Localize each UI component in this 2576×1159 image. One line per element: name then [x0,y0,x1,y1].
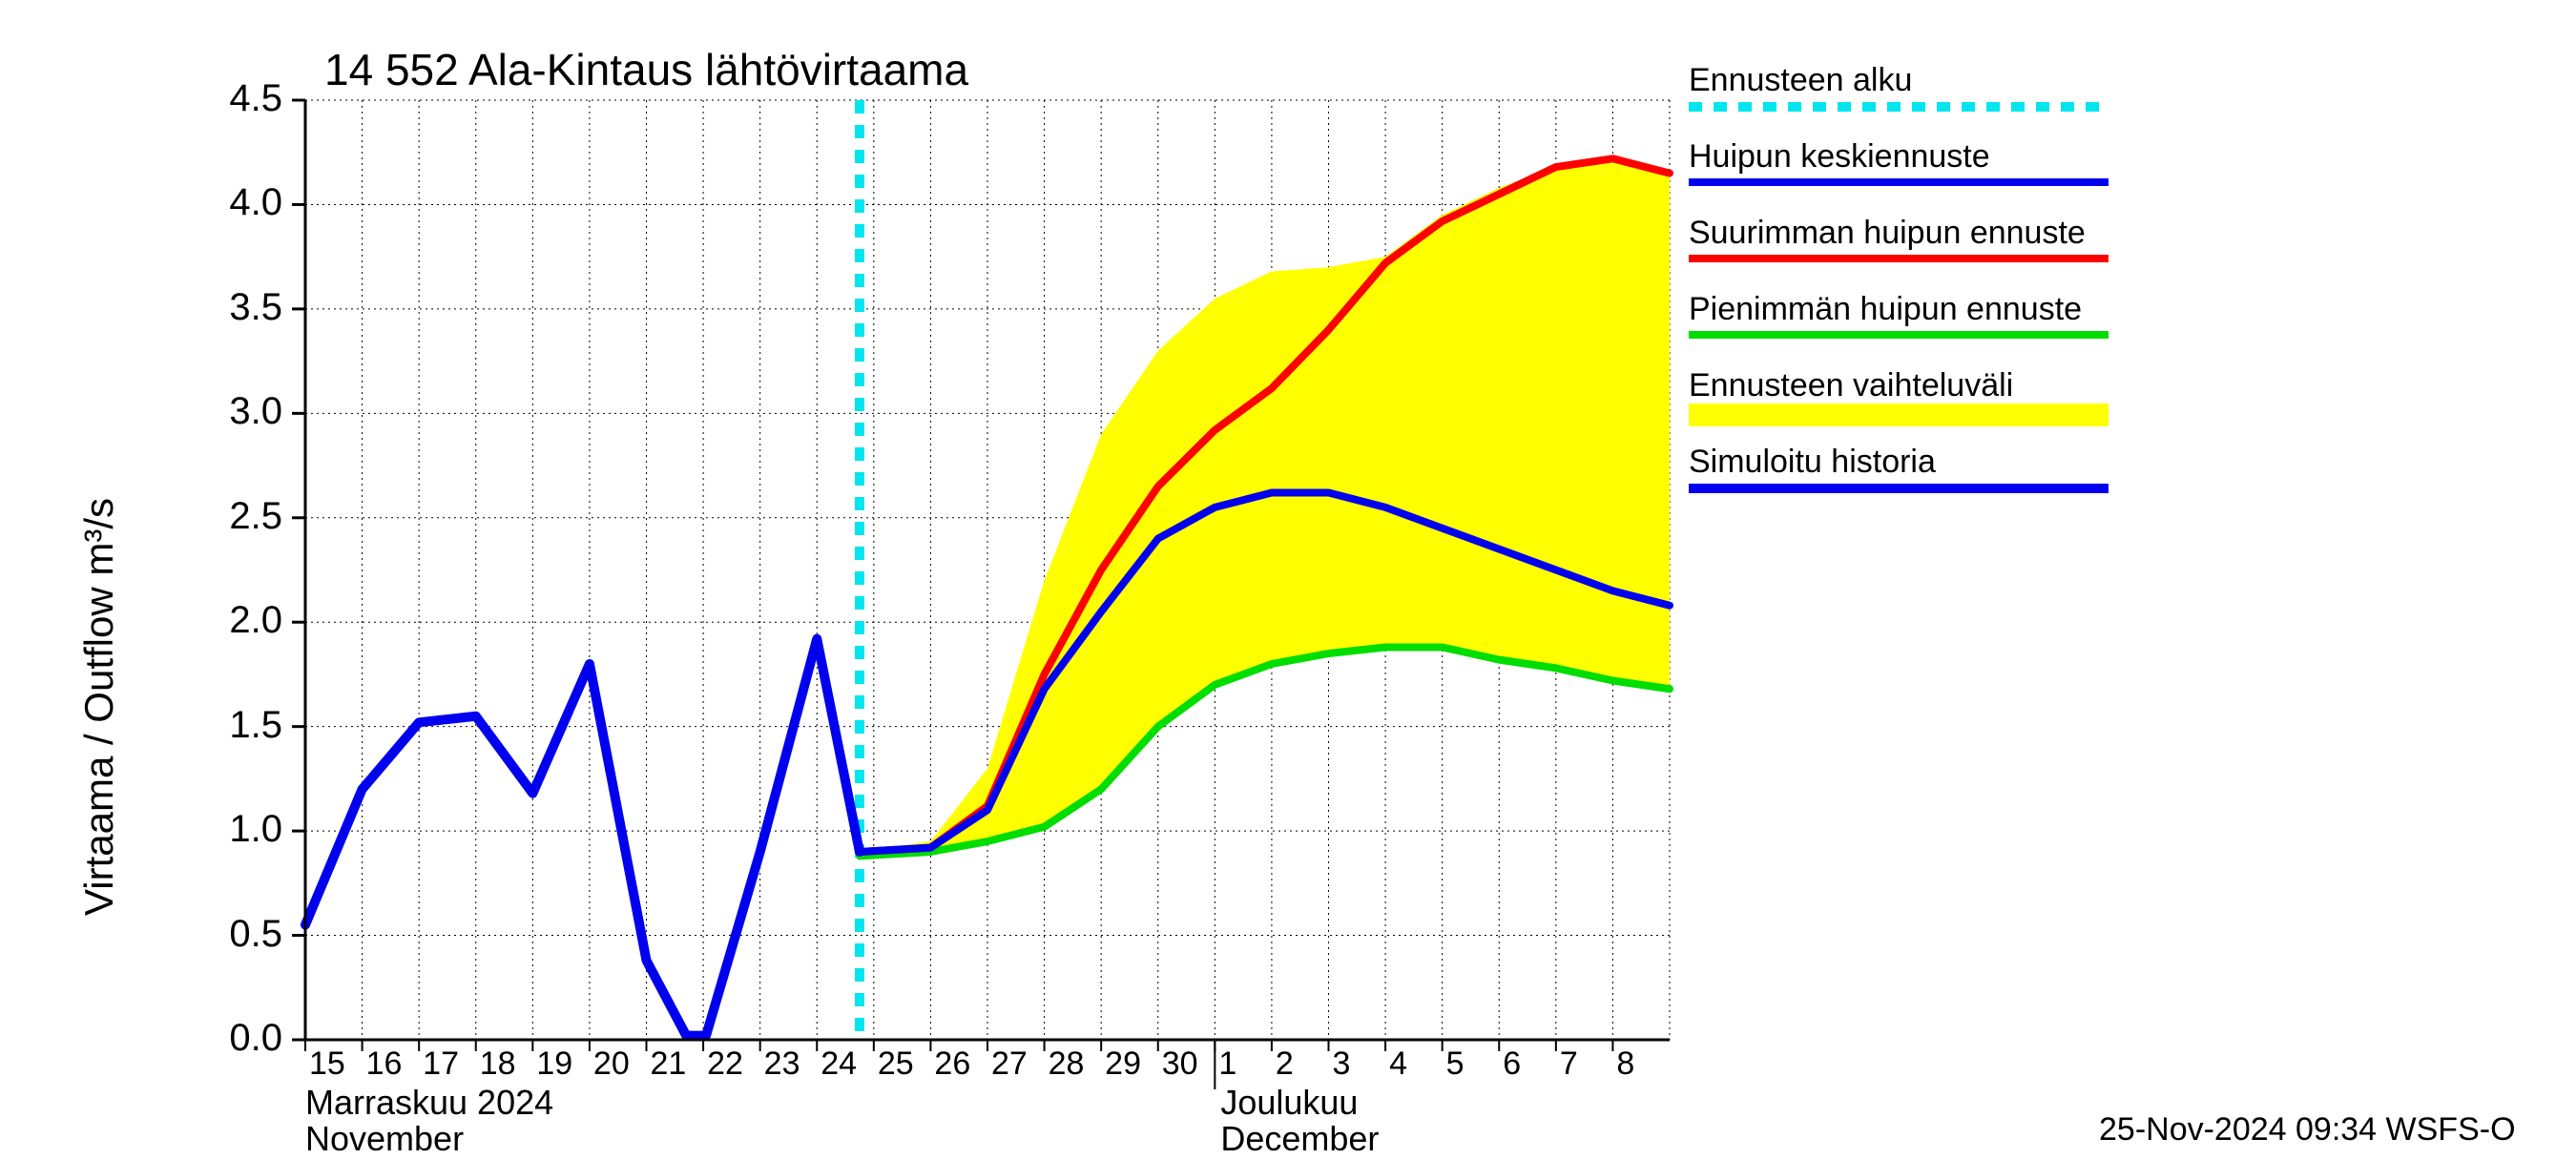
y-tick: 1.0 [229,808,282,851]
legend-swatch [1689,484,2109,493]
legend-label: Simuloitu historia [1689,444,1936,481]
x-tick: 27 [991,1045,1028,1083]
x-tick: 30 [1162,1045,1198,1083]
legend-label: Ennusteen vaihteluväli [1689,367,2013,404]
legend-swatch [1689,102,2109,112]
y-tick: 4.5 [229,77,282,120]
x-tick: 2 [1276,1045,1294,1083]
y-tick: 0.0 [229,1017,282,1060]
x-tick: 17 [423,1045,459,1083]
x-tick: 5 [1446,1045,1465,1083]
x-tick: 15 [309,1045,345,1083]
legend-label: Ennusteen alku [1689,62,1912,99]
month-label-nov-1: Marraskuu 2024 [305,1083,553,1123]
y-tick: 3.0 [229,390,282,433]
y-tick: 2.5 [229,495,282,538]
legend-swatch [1689,331,2109,339]
x-tick: 22 [707,1045,743,1083]
x-tick: 18 [480,1045,516,1083]
x-tick: 3 [1333,1045,1351,1083]
x-tick: 23 [764,1045,800,1083]
x-tick: 29 [1105,1045,1141,1083]
x-tick: 16 [366,1045,403,1083]
x-tick: 28 [1049,1045,1085,1083]
x-tick: 1 [1218,1045,1236,1083]
month-label-dec-1: Joulukuu [1220,1083,1358,1123]
x-tick: 19 [536,1045,572,1083]
x-tick: 20 [593,1045,630,1083]
y-tick: 4.0 [229,181,282,224]
x-tick: 6 [1503,1045,1521,1083]
month-label-dec-2: December [1220,1119,1379,1159]
x-tick: 8 [1616,1045,1634,1083]
x-tick: 21 [651,1045,687,1083]
x-tick: 24 [821,1045,857,1083]
y-tick: 3.5 [229,286,282,329]
x-tick: 25 [878,1045,914,1083]
legend-label: Suurimman huipun ennuste [1689,215,2086,252]
timestamp: 25-Nov-2024 09:34 WSFS-O [2099,1111,2516,1149]
legend-label: Pienimmän huipun ennuste [1689,291,2082,328]
legend-swatch [1689,178,2109,186]
x-tick: 7 [1560,1045,1578,1083]
legend-swatch [1689,404,2109,426]
chart-plot [0,0,2576,1145]
x-tick: 26 [934,1045,970,1083]
x-tick: 4 [1389,1045,1407,1083]
legend-label: Huipun keskiennuste [1689,138,1990,176]
legend-swatch [1689,255,2109,262]
month-label-nov-2: November [305,1119,464,1159]
y-tick: 1.5 [229,704,282,747]
y-tick: 2.0 [229,599,282,642]
y-tick: 0.5 [229,913,282,956]
